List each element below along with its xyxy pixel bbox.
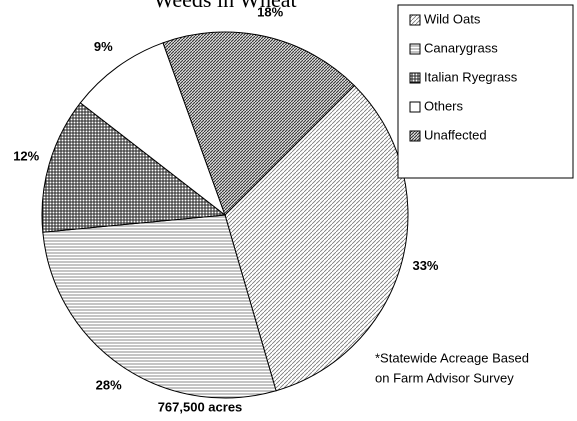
pie-slice	[224, 84, 409, 392]
data-label: 33%	[412, 258, 438, 273]
legend-swatch	[409, 43, 421, 55]
annotation: on Farm Advisor Survey	[375, 370, 514, 385]
data-label: 12%	[13, 149, 39, 164]
data-label: 18%	[257, 4, 283, 19]
legend-label: Canarygrass	[424, 40, 498, 55]
data-label: 9%	[94, 39, 113, 54]
legend-swatch	[409, 14, 421, 26]
legend-label: Others	[424, 98, 464, 113]
pie-slice	[79, 42, 227, 217]
legend-label: Unaffected	[424, 127, 487, 142]
annotation: 767,500 acres	[158, 399, 243, 414]
annotation: *Statewide Acreage Based	[375, 350, 529, 365]
pie-slice	[41, 102, 227, 233]
chart-title: Weeds in Wheat	[153, 0, 296, 12]
legend-label: Wild Oats	[424, 11, 481, 26]
legend	[397, 4, 574, 179]
pie-slice	[42, 214, 277, 399]
data-label: 28%	[96, 378, 122, 393]
legend-swatch	[409, 72, 421, 84]
legend-swatch	[409, 130, 421, 142]
legend-label: Italian Ryegrass	[424, 69, 518, 84]
pie-slice	[162, 31, 356, 216]
legend-swatch	[409, 101, 421, 113]
